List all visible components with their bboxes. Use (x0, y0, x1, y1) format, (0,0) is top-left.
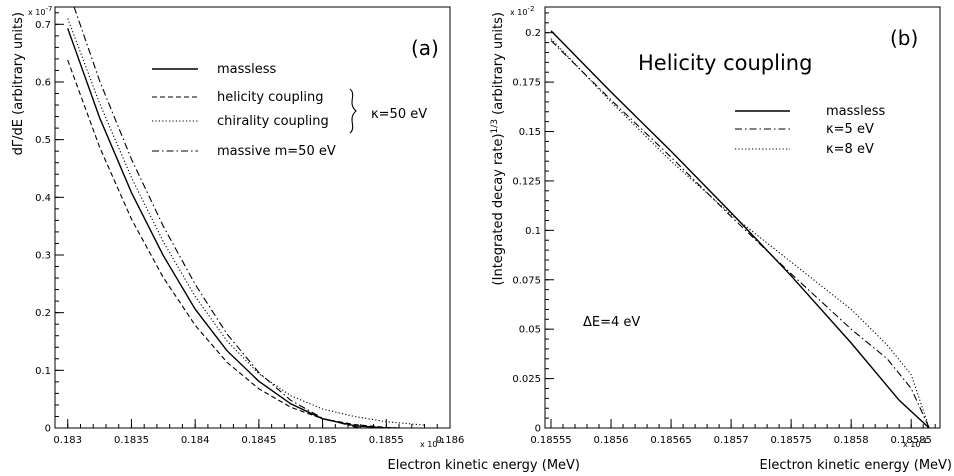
panel-label: (b) (890, 26, 918, 50)
y-tick-label: 0 (45, 424, 51, 435)
series-line-2 (550, 40, 930, 428)
y-tick-label: 0.125 (512, 176, 541, 187)
plot-frame (54, 6, 451, 429)
chart-panel-a: 0.183 0.1835 0.184 0.1845 0.185 0.1855 0.18600… (11, 5, 580, 473)
x-tick-label: 0.1857 (714, 435, 749, 446)
y-tick-label: 0.075 (512, 275, 541, 286)
x-tick-label: 0.1835 (114, 435, 149, 446)
kappa-label: κ=50 eV (371, 107, 427, 122)
y-tick-label: 0.4 (35, 193, 51, 204)
legend-label: κ=5 eV (826, 122, 874, 137)
legend-brace (349, 88, 357, 134)
y-axis-label: dΓ/dE (arbitrary units) (11, 12, 26, 155)
panel-label: (a) (411, 36, 439, 60)
legend-label: massless (826, 104, 886, 119)
series-line-3 (67, 18, 425, 426)
legend-label: massive m=50 eV (217, 144, 336, 159)
series-line-3 (550, 38, 930, 428)
legend-label: κ=8 eV (826, 142, 874, 157)
series-line-1 (550, 30, 930, 428)
y-tick-label: 0.1 (525, 226, 541, 237)
series-line-2 (67, 59, 400, 428)
y-tick-label: 0.2 (525, 28, 541, 39)
x-tick-label: 0.1845 (241, 435, 276, 446)
x-tick-label: 0.1858 (834, 435, 869, 446)
series-line-4 (73, 7, 361, 428)
y-tick-label: 0.15 (519, 127, 541, 138)
y-exponent-label: x 10-2 (510, 5, 534, 17)
x-tick-label: 0.18575 (770, 435, 811, 446)
x-axis-label: Electron kinetic energy (MeV) (760, 458, 953, 473)
x-tick-label: 0.1855 (369, 435, 404, 446)
plot-frame (544, 6, 941, 429)
y-axis-label: (Integrated decay rate)1/3 (arbitrary un… (490, 12, 506, 285)
x-tick-label: 0.18585 (891, 435, 932, 446)
x-tick-label: 0.185 (308, 435, 337, 446)
y-tick-label: 0.5 (35, 135, 51, 146)
x-tick-label: 0.186 (436, 435, 465, 446)
y-tick-label: 0.025 (512, 374, 541, 385)
legend-label: helicity coupling (217, 90, 323, 105)
x-tick-label: 0.1856 (594, 435, 629, 446)
y-tick-label: 0.3 (35, 250, 51, 261)
legend-label: massless (217, 62, 277, 77)
x-tick-label: 0.18555 (530, 435, 571, 446)
legend-label: chirality coupling (217, 114, 329, 129)
x-axis-label: Electron kinetic energy (MeV) (388, 458, 581, 473)
x-tick-label: 0.184 (181, 435, 210, 446)
y-exponent-label: x 10-7 (28, 5, 52, 17)
y-tick-label: 0 (535, 424, 541, 435)
y-tick-label: 0.05 (519, 325, 541, 336)
y-tick-label: 0.1 (35, 366, 51, 377)
x-exponent-label: x 10-1 (420, 437, 444, 449)
chart-title: Helicity coupling (638, 51, 812, 75)
series-line-1 (67, 28, 397, 428)
y-tick-label: 0.7 (35, 20, 51, 31)
delta-e-annotation: ΔE=4 eV (583, 315, 640, 330)
chart-panel-b: 0.18555 0.1856 0.18565 0.1857 0.18575 0.1858 0… (490, 5, 952, 473)
y-tick-label: 0.2 (35, 308, 51, 319)
y-tick-label: 0.6 (35, 77, 51, 88)
x-tick-label: 0.183 (53, 435, 82, 446)
y-tick-label: 0.175 (512, 78, 541, 89)
x-tick-label: 0.18565 (650, 435, 691, 446)
